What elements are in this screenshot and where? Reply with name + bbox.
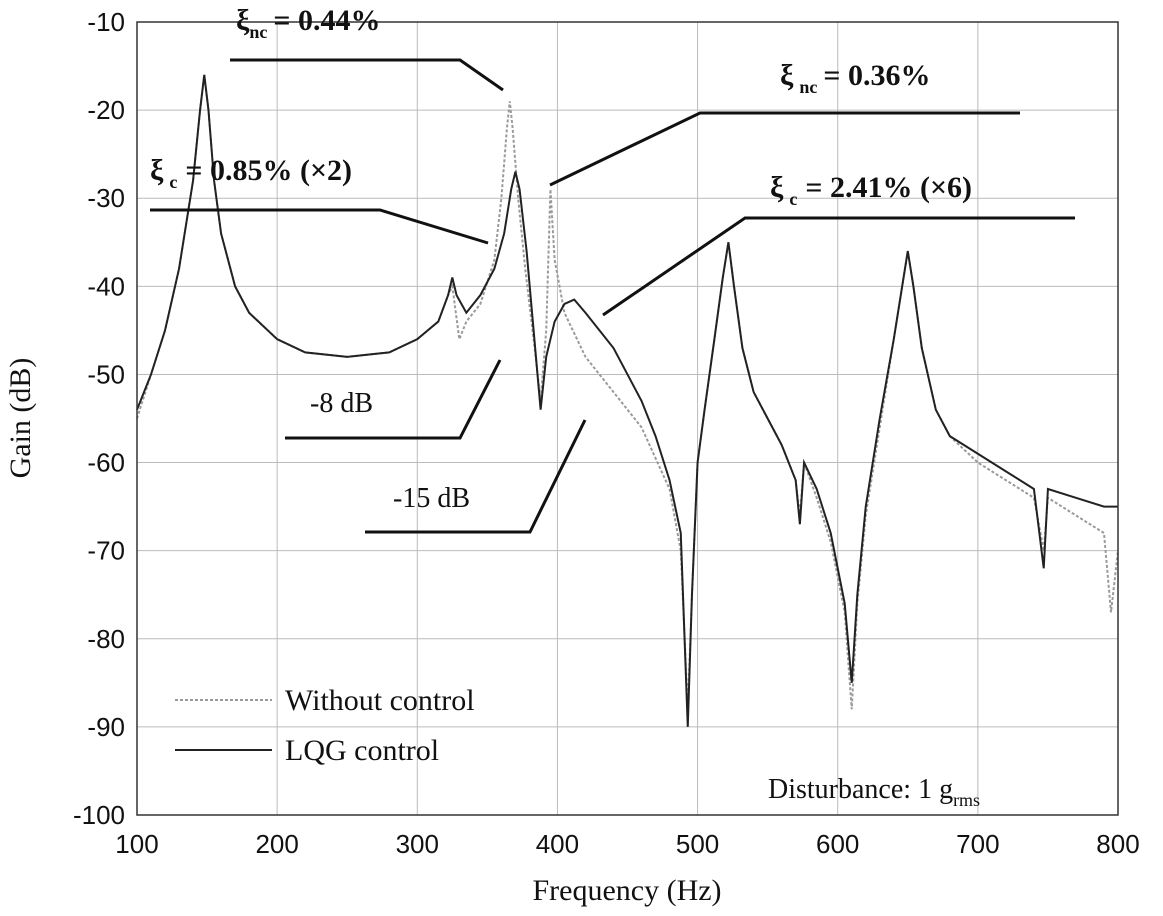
y-tick-label: -70 [87, 536, 125, 566]
series-line [136, 74, 1118, 727]
annotation-arrow [365, 419, 587, 534]
x-tick-label: 800 [1096, 829, 1139, 859]
y-tick-label: -30 [87, 183, 125, 213]
plot-lines [136, 74, 1119, 727]
annotation: ξ nc = 0.36% [780, 59, 930, 97]
y-tick-label: -10 [87, 7, 125, 37]
x-axis-label: Frequency (Hz) [532, 874, 721, 907]
y-tick-label: -90 [87, 712, 125, 742]
annotation: ξ c = 2.41% (×6) [770, 171, 972, 209]
annotation: ξ c = 0.85% (×2) [150, 154, 352, 192]
y-tick-label: -50 [87, 359, 125, 389]
y-tick-label: -80 [87, 624, 125, 654]
y-tick-label: -40 [87, 271, 125, 301]
y-tick-label: -60 [87, 448, 125, 478]
annotation-arrow [285, 359, 502, 440]
x-tick-label: 600 [816, 829, 859, 859]
x-tick-label: 700 [956, 829, 999, 859]
legend-label: LQG control [285, 734, 439, 767]
annotation: -8 dB [310, 388, 373, 419]
y-tick-label: -20 [87, 95, 125, 125]
annotation-arrow [230, 58, 504, 92]
x-tick-label: 100 [115, 829, 158, 859]
plot-frame [136, 21, 1119, 816]
x-tick-label: 300 [396, 829, 439, 859]
annotation: Disturbance: 1 grms [768, 774, 980, 810]
annotation-arrow [602, 216, 1075, 317]
legend-label: Without control [285, 684, 475, 717]
annotation-arrow [549, 111, 1020, 187]
y-tick-label: -100 [73, 800, 125, 830]
x-tick-label: 200 [255, 829, 298, 859]
annotation-arrow [150, 208, 489, 245]
x-tick-label: 400 [536, 829, 579, 859]
annotation: -15 dB [393, 483, 470, 514]
legend: Without control LQG control [175, 684, 475, 767]
annotation: ξnc = 0.44% [236, 4, 380, 42]
series-line [136, 74, 1119, 710]
y-axis-label: Gain (dB) [4, 358, 37, 479]
x-tick-label: 500 [676, 829, 719, 859]
